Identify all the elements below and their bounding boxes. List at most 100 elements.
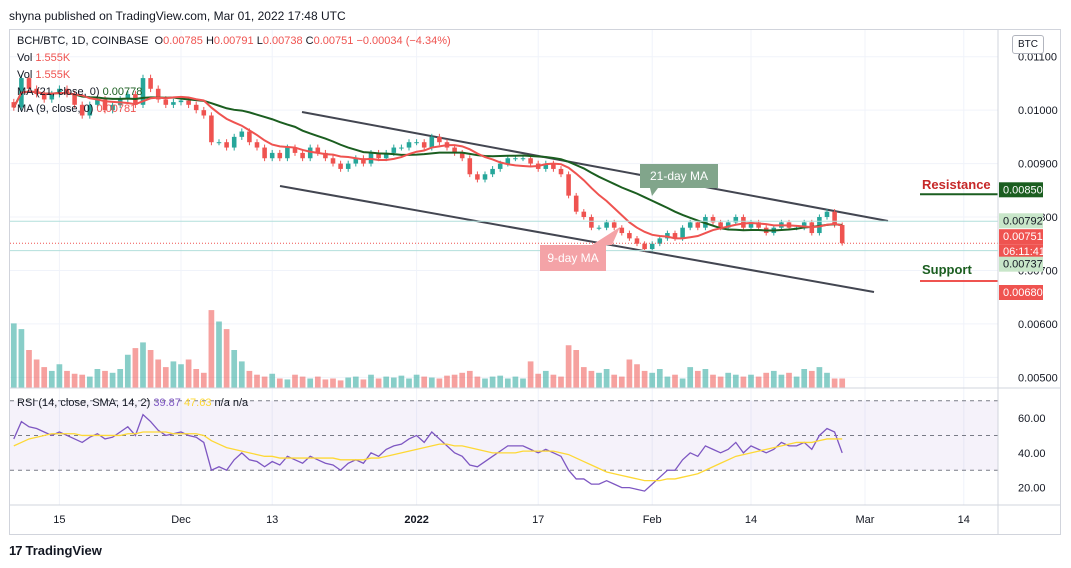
candle-body — [725, 222, 731, 228]
candle-body — [361, 158, 366, 164]
candle-body — [41, 94, 47, 100]
chart-frame — [9, 29, 1061, 535]
publisher-line: shyna published on TradingView.com, Mar … — [9, 9, 346, 23]
ma9-line — [12, 90, 843, 240]
volume-bar — [436, 378, 443, 388]
currency-button[interactable]: BTC — [1012, 35, 1044, 54]
candle-body — [566, 174, 571, 196]
volume-bar — [231, 350, 238, 388]
volume-bar — [748, 374, 754, 388]
volume-bar — [155, 359, 162, 388]
candle-body — [391, 147, 397, 153]
volume-bar — [307, 378, 314, 388]
x-tick-label: 2022 — [404, 514, 428, 526]
volume-bar — [520, 378, 526, 388]
volume-bar — [216, 321, 222, 388]
volume-bar — [679, 378, 686, 388]
volume-bar — [816, 367, 823, 388]
candle-body — [832, 211, 837, 226]
candle-body — [475, 174, 480, 180]
candle-body — [186, 100, 191, 105]
volume-bar — [375, 378, 382, 388]
volume-bar — [778, 374, 785, 388]
candle-body — [801, 222, 807, 228]
volume-bar — [565, 345, 572, 388]
candle-body — [551, 163, 556, 169]
volume-bar — [725, 372, 732, 388]
volume-bar — [732, 374, 739, 388]
legend-high-label: H — [205, 35, 214, 47]
candle-body — [125, 94, 131, 100]
rsi-sma-line — [13, 431, 843, 482]
ma9-callout-text: 9-day MA — [547, 251, 598, 265]
candle-body — [102, 99, 108, 111]
candle-body — [680, 227, 685, 239]
y-tick-label: 0.01100 — [1018, 52, 1057, 64]
candle-body — [505, 158, 511, 164]
volume-bar — [626, 359, 633, 388]
volume-bar — [474, 376, 481, 388]
volume-bar — [322, 379, 329, 388]
volume-bar — [793, 376, 800, 388]
candle-body — [376, 152, 381, 159]
volume-bar — [170, 361, 177, 388]
candle-body — [323, 152, 328, 159]
candle-body — [399, 147, 404, 149]
legend-low: 0.00738 — [262, 35, 303, 47]
volume-bar — [398, 375, 405, 388]
candle-body — [163, 99, 169, 105]
candle-body — [642, 243, 647, 250]
candle-body — [87, 104, 93, 116]
y-tick-label: 0.00900 — [1018, 159, 1058, 171]
candle-body — [619, 227, 625, 234]
volume-bar — [649, 372, 656, 388]
candle-body — [581, 211, 587, 218]
rsi-tick-label: 60.00 — [1018, 413, 1046, 425]
footer-brand[interactable]: 17 TradingView — [9, 543, 102, 558]
volume-bar — [444, 375, 450, 388]
candle-body — [459, 152, 465, 159]
volume-bar — [466, 370, 473, 388]
volume-bar — [64, 370, 70, 388]
badge-upper-line-bg — [999, 213, 1043, 229]
rsi-line — [13, 413, 843, 492]
candle-body — [520, 158, 526, 160]
volume-bar — [839, 378, 846, 388]
ma9-callout-bg — [540, 227, 620, 271]
candle-body — [239, 131, 245, 137]
price-levels — [10, 193, 998, 282]
volume-bar — [428, 377, 435, 388]
volume-bar — [140, 342, 146, 388]
volume-bar — [755, 376, 762, 388]
rsi-pane: 60.00 40.00 20.00 — [10, 400, 1046, 495]
candle-body — [741, 217, 746, 228]
candle-body — [345, 163, 351, 169]
candle-body — [353, 158, 359, 164]
volume-bar — [573, 350, 580, 388]
footer-brand-text: TradingView — [25, 543, 102, 558]
volume-bar — [368, 374, 374, 388]
candle-body — [672, 233, 678, 239]
candle-body — [292, 147, 298, 153]
candle-body — [269, 152, 275, 159]
candle-body — [748, 222, 754, 228]
candle-body — [710, 217, 716, 223]
legend-rsi-label: RSI (14, close, SMA, 14, 2) — [17, 397, 151, 409]
volume-bar — [314, 376, 321, 388]
candle-body — [95, 99, 100, 105]
volume-bar — [345, 377, 352, 388]
volume-bar — [497, 375, 504, 388]
candle-body — [839, 225, 845, 244]
candle-body — [216, 142, 222, 144]
candle-body — [315, 147, 321, 153]
x-tick-label: 13 — [266, 514, 278, 526]
x-tick-label: 14 — [958, 514, 970, 526]
volume-bar — [459, 372, 466, 388]
badge-current: 0.00751 — [1003, 231, 1043, 243]
volume-bar — [535, 373, 542, 388]
support-label: Support — [922, 262, 972, 277]
volume-bar — [178, 364, 184, 388]
volume-bar — [10, 323, 17, 388]
candle-body — [11, 102, 17, 108]
